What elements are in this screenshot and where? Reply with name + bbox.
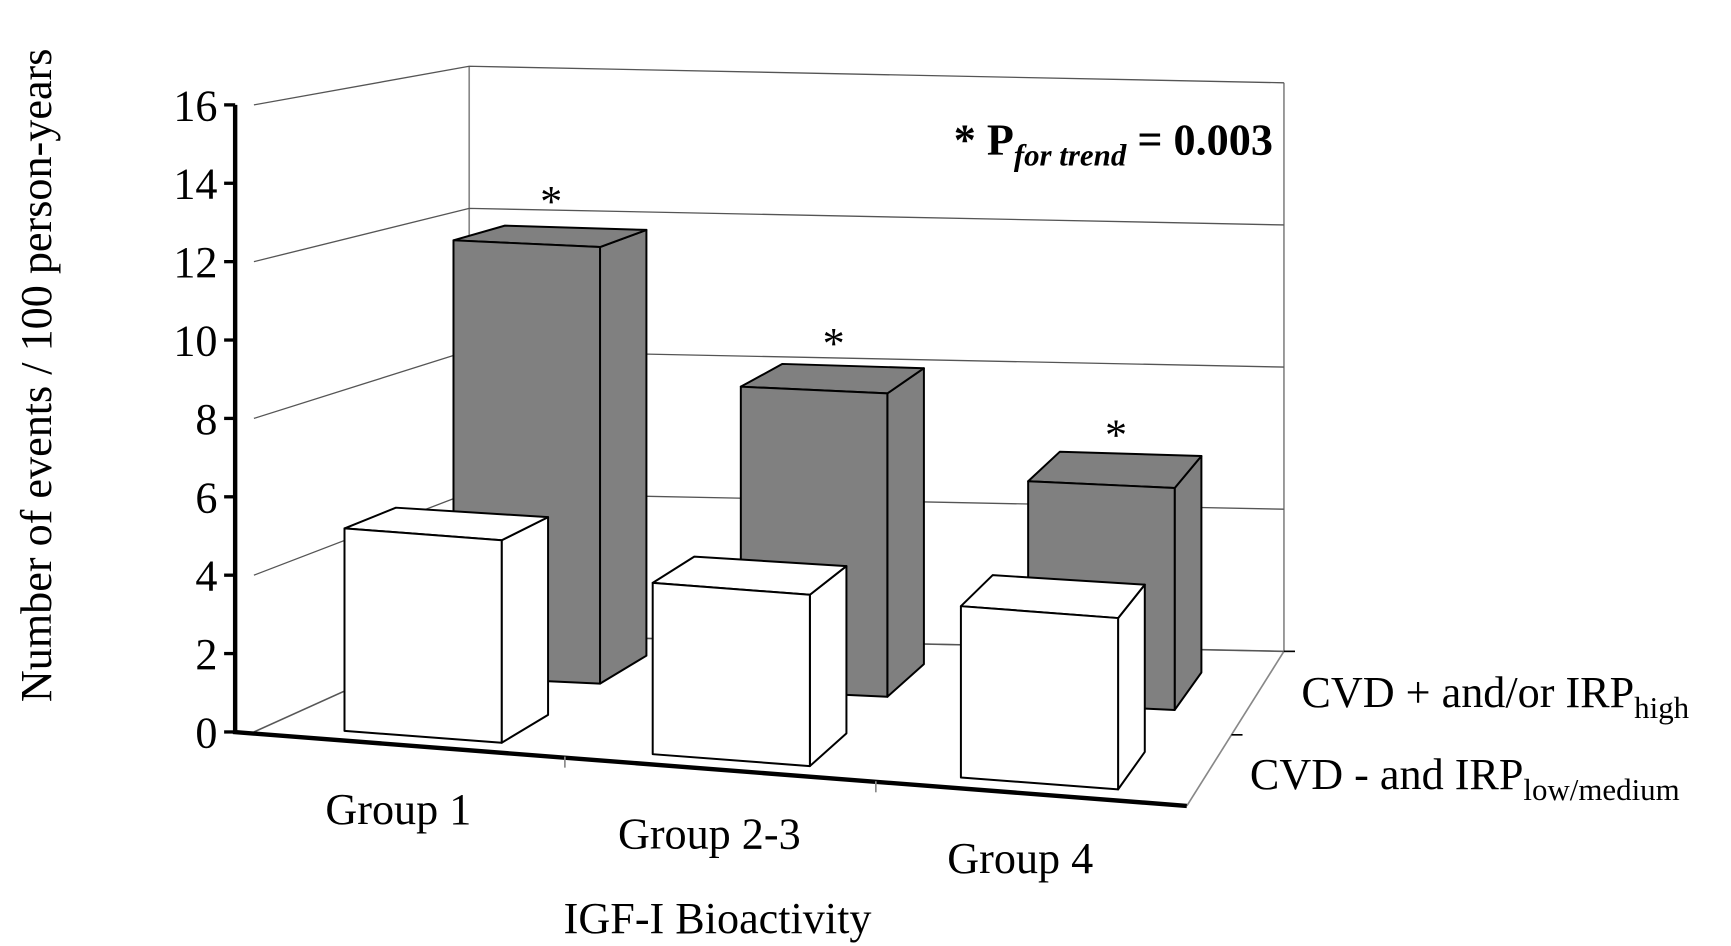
y-tick-label: 14	[173, 160, 217, 209]
floor-edge	[1186, 650, 1285, 807]
x-tick-label: Group 4	[947, 834, 1093, 883]
series-name-sub: high	[1634, 690, 1689, 725]
y-tick-label: 16	[173, 81, 217, 130]
bar-side	[886, 367, 925, 698]
significance-marker: *	[823, 319, 845, 368]
bar-side	[808, 565, 848, 768]
series-label: CVD - and IRPlow/medium	[1250, 750, 1680, 807]
series-name: CVD - and IRP	[1250, 750, 1524, 799]
bar	[959, 605, 1120, 791]
x-tick-label: Group 1	[325, 785, 471, 834]
x-axis	[232, 729, 1187, 809]
annotation-prefix: * P	[954, 116, 1014, 165]
y-tick-label: 10	[173, 316, 217, 365]
bar	[343, 527, 503, 744]
bar-side	[500, 516, 550, 744]
significance-marker: *	[1105, 410, 1127, 459]
annotation: * Pfor trend = 0.003	[954, 116, 1273, 173]
series-name: CVD + and/or IRP	[1301, 668, 1634, 717]
grid-line	[253, 65, 1284, 106]
significance-marker: *	[540, 177, 562, 226]
y-tick-label: 0	[195, 708, 217, 757]
x-tick-label: Group 2-3	[618, 809, 801, 858]
grid-line	[253, 207, 1284, 263]
annotation-sub: for trend	[1014, 138, 1127, 173]
axis-title: Number of events / 100 person-years	[12, 49, 61, 703]
series-label: CVD + and/or IRPhigh	[1301, 668, 1689, 725]
axis-title: IGF-I Bioactivity	[564, 894, 872, 943]
y-tick-label: 4	[195, 552, 217, 601]
series-name-sub: low/medium	[1523, 772, 1679, 807]
bar-side	[599, 228, 648, 685]
bar-side	[1117, 583, 1146, 791]
annotation-suffix: = 0.003	[1137, 116, 1273, 165]
bar	[651, 581, 811, 768]
y-tick-label: 6	[195, 473, 217, 522]
y-tick-label: 8	[195, 395, 217, 444]
y-tick-label: 12	[173, 238, 217, 287]
y-tick-label: 2	[195, 630, 217, 679]
bar-side	[1173, 454, 1203, 711]
plot: * * * 0 2 4 6 8 10 12 14 16 Group 1 Group 2-3 Group 4 C…	[12, 49, 1690, 943]
